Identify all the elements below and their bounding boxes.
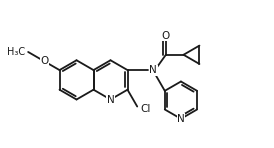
- Text: H₃C: H₃C: [7, 47, 25, 57]
- Text: N: N: [177, 114, 185, 124]
- Text: O: O: [40, 56, 48, 66]
- Text: Cl: Cl: [140, 104, 150, 114]
- Text: O: O: [162, 31, 170, 41]
- Text: N: N: [107, 95, 114, 104]
- Text: N: N: [149, 65, 157, 75]
